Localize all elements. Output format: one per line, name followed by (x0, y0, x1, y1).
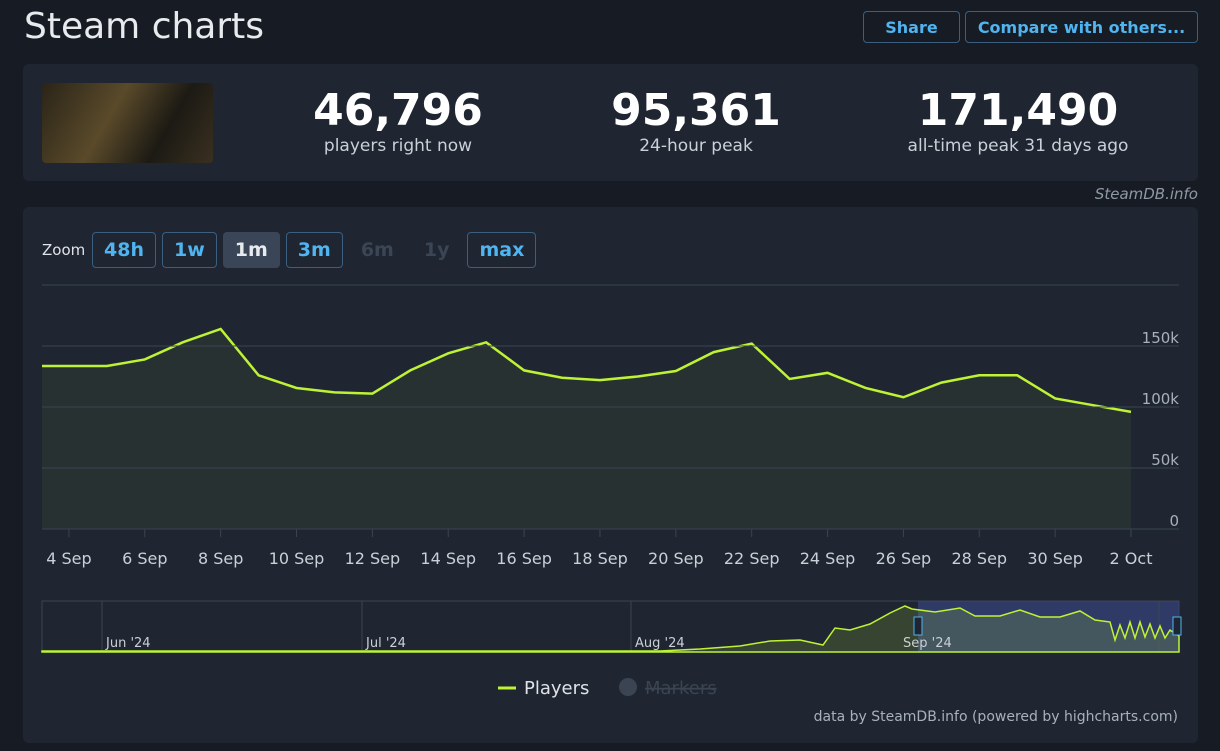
y-tick-label: 0 (1169, 512, 1179, 530)
series-area (42, 328, 1131, 529)
zoom-label: Zoom (42, 241, 86, 259)
credits: data by SteamDB.info (powered by highcha… (814, 709, 1178, 725)
share-button[interactable]: Share (863, 11, 960, 43)
navigator-handle[interactable] (913, 616, 923, 636)
y-tick-label: 150k (1142, 329, 1180, 347)
x-tick-label: 18 Sep (572, 549, 628, 568)
zoom-button[interactable]: 3m (285, 232, 343, 268)
watermark: SteamDB.info (1094, 185, 1198, 203)
x-tick-label: 22 Sep (724, 549, 780, 568)
x-tick-label: 8 Sep (198, 549, 243, 568)
x-tick-label: 26 Sep (876, 549, 932, 568)
x-tick-label: 14 Sep (420, 549, 476, 568)
y-tick-label: 50k (1151, 451, 1179, 469)
zoom-button: 6m (360, 239, 394, 261)
x-tick-label: 16 Sep (496, 549, 552, 568)
x-tick-label: 6 Sep (122, 549, 167, 568)
y-tick-label: 100k (1142, 390, 1180, 408)
x-tick-label: 10 Sep (269, 549, 325, 568)
x-tick-label: 28 Sep (951, 549, 1007, 568)
zoom-buttons: 48h 1w 1m 3m 6m 1y max (92, 232, 537, 268)
legend-swatch (619, 678, 637, 696)
x-tick-label: 2 Oct (1110, 549, 1153, 568)
stat-label: all-time peak 31 days ago (907, 136, 1129, 156)
navigator: Jun '24 Jul '24 Aug '24 Sep '24 (41, 600, 1182, 653)
stat: 46,796 players right now (248, 85, 548, 157)
stats-panel: 46,796 players right now 95,361 24-hour pe… (23, 64, 1198, 181)
zoom-button: 1y (423, 239, 450, 261)
navigator-label: Aug '24 (635, 636, 685, 651)
zoom-button[interactable]: 1m (222, 232, 280, 268)
chart-panel (23, 207, 1198, 743)
x-tick-label: 20 Sep (648, 549, 704, 568)
stat: 95,361 24-hour peak (546, 85, 846, 157)
navigator-handle[interactable] (1172, 616, 1182, 636)
zoom-button[interactable]: max (467, 232, 537, 268)
stat-value: 95,361 (611, 85, 781, 136)
navigator-series (41, 605, 1180, 653)
x-tick-label: 30 Sep (1027, 549, 1083, 568)
x-tick-label: 12 Sep (345, 549, 401, 568)
x-tick-label: 24 Sep (800, 549, 856, 568)
zoom-button[interactable]: 1w (161, 232, 217, 268)
navigator-label: Jul '24 (365, 636, 406, 651)
compare-button[interactable]: Compare with others... (965, 11, 1198, 43)
stat: 171,490 all-time peak 31 days ago (868, 85, 1168, 157)
stat-label: players right now (323, 136, 473, 156)
game-thumbnail (42, 83, 213, 163)
legend-entry[interactable]: Players (524, 678, 589, 699)
stat-value: 171,490 (917, 85, 1119, 136)
page-title: Steam charts (24, 6, 265, 47)
legend-entry[interactable]: Markers (645, 678, 717, 699)
series-line (42, 327, 1132, 414)
zoom-button[interactable]: 48h (92, 232, 156, 268)
stat-value: 46,796 (313, 85, 483, 136)
stat-label: 24-hour peak (639, 136, 753, 156)
x-tick-label: 4 Sep (46, 549, 91, 568)
share-label: Share (885, 17, 938, 37)
compare-label: Compare with others... (977, 17, 1186, 37)
navigator-label: Sep '24 (903, 636, 952, 651)
navigator-label: Jun '24 (105, 636, 151, 651)
